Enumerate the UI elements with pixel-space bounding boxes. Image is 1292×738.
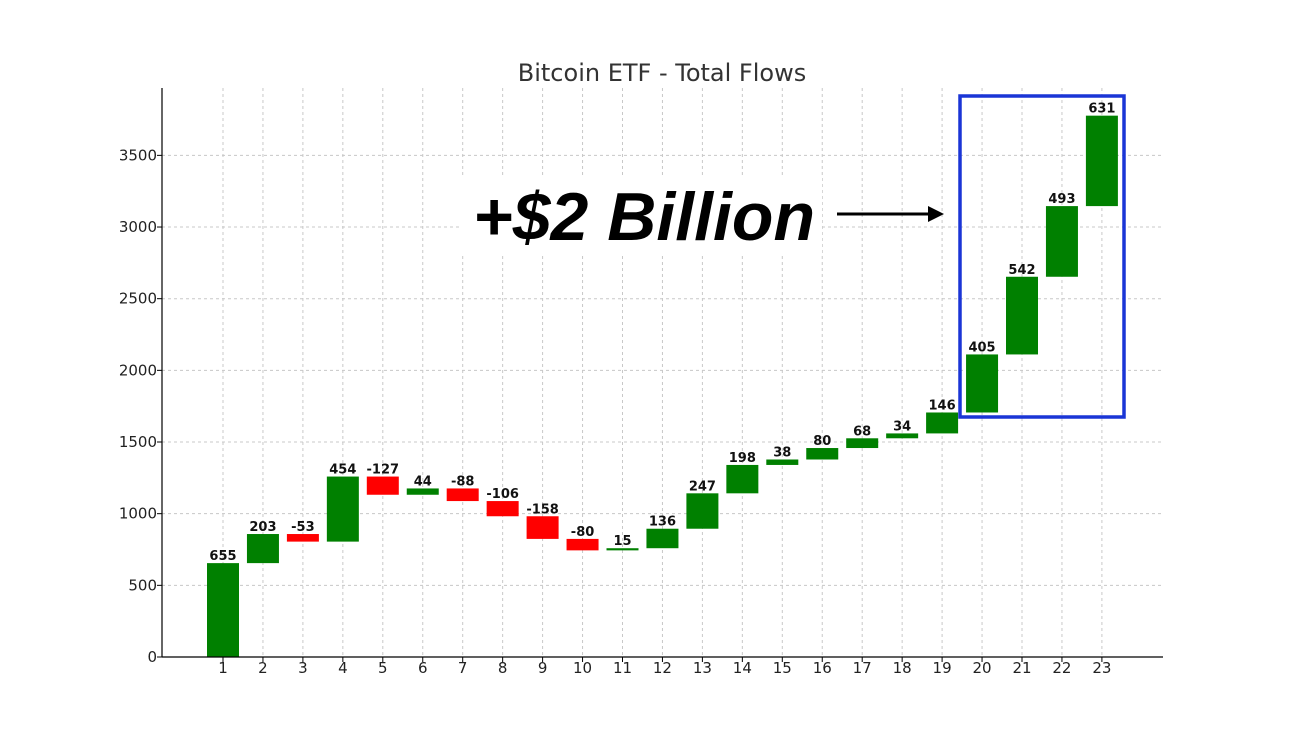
y-tick-label: 2000 (119, 361, 157, 379)
x-tick-label: 14 (733, 659, 752, 677)
bar (686, 493, 719, 529)
x-tick-label: 7 (458, 659, 468, 677)
bar (326, 476, 359, 542)
bar-data-label: 405 (968, 340, 995, 355)
bar (566, 538, 599, 551)
x-tick-label: 22 (1052, 659, 1071, 677)
bar-data-label: 203 (249, 520, 276, 535)
bar (926, 412, 959, 434)
x-tick-label: 1 (218, 659, 228, 677)
y-tick-label: 1500 (119, 433, 157, 451)
bar-data-label: 68 (853, 424, 871, 439)
bar-data-label: 542 (1008, 263, 1035, 278)
x-tick-label: 9 (538, 659, 548, 677)
x-tick-label: 3 (298, 659, 308, 677)
bar (766, 459, 799, 465)
annotation-background (462, 176, 822, 256)
bar (726, 464, 759, 494)
bar (246, 534, 279, 564)
bar-data-label: -106 (486, 487, 519, 502)
bar (486, 501, 519, 517)
x-tick-label: 15 (773, 659, 792, 677)
bar-data-label: -127 (367, 463, 400, 478)
bar (646, 528, 679, 549)
bar (606, 548, 639, 551)
bar (286, 534, 319, 542)
x-tick-label: 8 (498, 659, 508, 677)
x-tick-label: 16 (813, 659, 832, 677)
bar-data-label: 34 (893, 419, 911, 434)
bar-data-label: 38 (773, 445, 791, 460)
bar (446, 488, 479, 502)
bar (526, 516, 559, 539)
y-tick-label: 0 (147, 648, 157, 666)
bar-data-label: 247 (689, 479, 716, 494)
x-tick-label: 5 (378, 659, 388, 677)
bar-data-label: -158 (526, 502, 559, 517)
bar-data-label: 146 (929, 398, 956, 413)
bar (1006, 276, 1038, 355)
bar (846, 438, 879, 449)
annotation-text: +$2 Billion (473, 179, 815, 255)
arrow-head-icon (928, 206, 944, 222)
bars (207, 115, 1118, 657)
x-tick-label: 18 (893, 659, 912, 677)
x-tick-label: 2 (258, 659, 268, 677)
highlight-box (958, 94, 1126, 419)
bar-data-label: 631 (1088, 102, 1115, 117)
y-tick-label: 3500 (119, 146, 157, 164)
bar (886, 433, 919, 439)
y-tick-label: 3000 (119, 218, 157, 236)
x-tick-label: 21 (1012, 659, 1031, 677)
chart-title: Bitcoin ETF - Total Flows (518, 59, 806, 87)
bar-data-label: 454 (329, 463, 356, 478)
bar-data-label: 80 (813, 434, 831, 449)
annotation: +$2 Billion (462, 94, 1126, 419)
x-tick-label: 23 (1092, 659, 1111, 677)
y-tick-label: 1000 (119, 505, 157, 523)
x-tick-label: 4 (338, 659, 348, 677)
bar-data-label: 44 (414, 474, 432, 489)
bar-data-label: 136 (649, 515, 676, 530)
x-tick-label: 11 (613, 659, 632, 677)
x-tick-label: 10 (573, 659, 592, 677)
x-tick-label: 17 (853, 659, 872, 677)
x-tick-label: 13 (693, 659, 712, 677)
y-tick-label: 500 (128, 576, 157, 594)
bar (207, 563, 239, 657)
bar-data-label: -88 (451, 474, 475, 489)
bar-data-label: 493 (1048, 192, 1075, 207)
bar-data-label: -53 (291, 520, 315, 535)
bar (366, 476, 399, 495)
data-labels: 655 203 -53 454 -127 44 -88 -106 -158 -80 15 136 247… (209, 102, 1115, 564)
grid (162, 88, 1163, 657)
x-tick-label: 6 (418, 659, 428, 677)
bar-data-label: 655 (209, 549, 236, 564)
bar (806, 448, 839, 460)
x-tick-label: 12 (653, 659, 672, 677)
bar-data-label: 15 (613, 534, 631, 549)
bar-data-label: 198 (729, 451, 756, 466)
bar (966, 354, 999, 413)
y-tick-label: 2500 (119, 290, 157, 308)
bar-data-label: -80 (571, 525, 595, 540)
x-tick-label: 20 (973, 659, 992, 677)
x-tick-label: 19 (933, 659, 952, 677)
bar (1045, 206, 1078, 277)
bar (406, 488, 439, 495)
bar (1085, 115, 1118, 207)
